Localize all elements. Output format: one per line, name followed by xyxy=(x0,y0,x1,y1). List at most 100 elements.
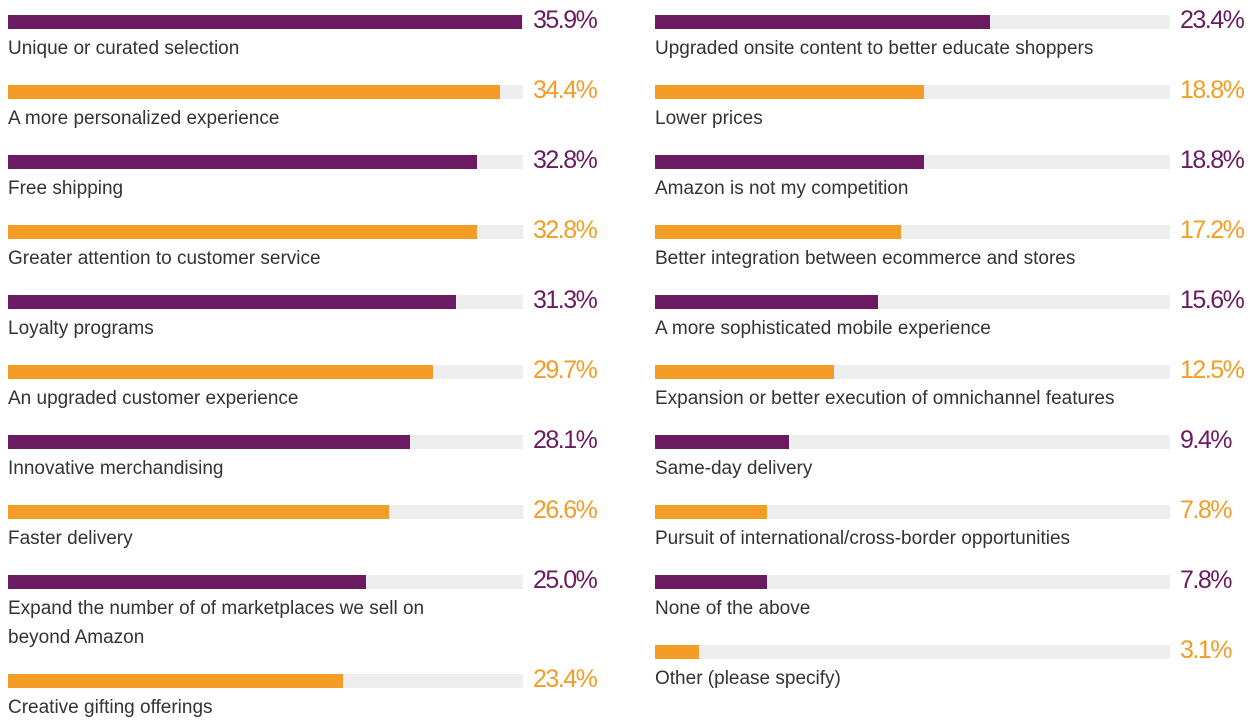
bar-track: 18.8% xyxy=(655,146,1245,174)
value-label: 12.5% xyxy=(1180,356,1245,384)
bar-track: 31.3% xyxy=(8,286,598,314)
bar xyxy=(8,505,389,519)
bar-track: 23.4% xyxy=(8,665,598,693)
bar-row: 32.8% Free shipping xyxy=(8,146,608,225)
bar-track: 15.6% xyxy=(655,286,1245,314)
value-label: 31.3% xyxy=(533,286,598,314)
bar xyxy=(8,155,478,169)
bar-row: 26.6% Faster delivery xyxy=(8,496,608,575)
category-label: Loyalty programs xyxy=(8,318,154,339)
category-label: Creative gifting offerings xyxy=(8,697,213,718)
category-label: Free shipping xyxy=(8,178,124,199)
value-label: 7.8% xyxy=(1180,496,1232,524)
bar-row: 7.8% None of the above xyxy=(655,566,1253,645)
value-label: 32.8% xyxy=(533,146,598,174)
bar-track: 35.9% xyxy=(8,6,598,34)
bar xyxy=(8,575,366,589)
left-column: 35.9% Unique or curated selection 34.4% A m… xyxy=(8,6,608,723)
category-label: Other (please specify) xyxy=(655,668,841,689)
category-label: Lower prices xyxy=(655,108,763,129)
bar-row: 28.1% Innovative merchandising xyxy=(8,426,608,505)
bar-track: 32.8% xyxy=(8,216,598,244)
value-label: 23.4% xyxy=(1180,6,1245,34)
bar xyxy=(655,85,924,99)
bar xyxy=(655,295,879,309)
category-label: Upgraded onsite content to better educat… xyxy=(655,38,1094,59)
category-label: Expand the number of of marketplaces we … xyxy=(8,598,425,648)
value-label: 18.8% xyxy=(1180,146,1245,174)
value-label: 7.8% xyxy=(1180,566,1232,594)
bar-row: 7.8% Pursuit of international/cross-borde… xyxy=(655,496,1253,575)
category-label: Same-day delivery xyxy=(655,458,813,479)
bar-row: 3.1% Other (please specify) xyxy=(655,636,1253,715)
bar-row: 29.7% An upgraded customer experience xyxy=(8,356,608,435)
bar xyxy=(8,365,433,379)
value-label: 34.4% xyxy=(533,76,598,104)
bar xyxy=(8,85,501,99)
bar-track: 23.4% xyxy=(655,6,1245,34)
bar xyxy=(655,435,790,449)
bar-row: 31.3% Loyalty programs xyxy=(8,286,608,365)
bar xyxy=(655,15,990,29)
bar xyxy=(8,15,522,29)
category-label: An upgraded customer experience xyxy=(8,388,299,409)
bar xyxy=(8,674,343,688)
bar xyxy=(655,155,924,169)
value-label: 23.4% xyxy=(533,665,598,693)
bar xyxy=(655,225,902,239)
bar-row: 15.6% A more sophisticated mobile experie… xyxy=(655,286,1253,365)
value-label: 9.4% xyxy=(1180,426,1232,454)
category-label: Faster delivery xyxy=(8,528,133,549)
bar-row: 35.9% Unique or curated selection xyxy=(8,6,608,85)
bar xyxy=(655,575,767,589)
category-label: Expansion or better execution of omnicha… xyxy=(655,388,1115,409)
category-label: Unique or curated selection xyxy=(8,38,240,59)
bar xyxy=(8,225,478,239)
category-label: Greater attention to customer service xyxy=(8,248,321,269)
bar-track: 3.1% xyxy=(655,636,1232,664)
value-label: 32.8% xyxy=(533,216,598,244)
bar-row: 34.4% A more personalized experience xyxy=(8,76,608,155)
bar-track: 34.4% xyxy=(8,76,598,104)
bar xyxy=(655,645,700,659)
bar-track: 26.6% xyxy=(8,496,598,524)
bar-track: 18.8% xyxy=(655,76,1245,104)
value-label: 29.7% xyxy=(533,356,598,384)
category-label: None of the above xyxy=(655,598,811,619)
right-column: 23.4% Upgraded onsite content to better e… xyxy=(655,6,1253,715)
bar-row: 25.0% Expand the number of of marketplace… xyxy=(8,566,608,674)
bar-track: 32.8% xyxy=(8,146,598,174)
bar-row: 23.4% Creative gifting offerings xyxy=(8,665,608,723)
category-label: A more sophisticated mobile experience xyxy=(655,318,991,339)
bar xyxy=(8,295,456,309)
value-label: 18.8% xyxy=(1180,76,1245,104)
bar-row: 32.8% Greater attention to customer servi… xyxy=(8,216,608,295)
bar-track: 17.2% xyxy=(655,216,1245,244)
bar-row: 17.2% Better integration between ecommerc… xyxy=(655,216,1253,295)
value-label: 35.9% xyxy=(533,6,598,34)
category-label: A more personalized experience xyxy=(8,108,280,129)
bar-row: 12.5% Expansion or better execution of om… xyxy=(655,356,1253,435)
bar-track: 29.7% xyxy=(8,356,598,384)
bar-track: 9.4% xyxy=(655,426,1232,454)
bar-row: 9.4% Same-day delivery xyxy=(655,426,1253,505)
value-label: 25.0% xyxy=(533,566,598,594)
category-label: Amazon is not my competition xyxy=(655,178,909,199)
bar xyxy=(8,435,410,449)
category-label: Innovative merchandising xyxy=(8,458,224,479)
value-label: 17.2% xyxy=(1180,216,1245,244)
bar-track: 7.8% xyxy=(655,566,1232,594)
bar-row: 18.8% Lower prices xyxy=(655,76,1253,155)
bar-row: 18.8% Amazon is not my competition xyxy=(655,146,1253,225)
bar xyxy=(655,365,834,379)
category-label: Better integration between ecommerce and… xyxy=(655,248,1076,269)
value-label: 26.6% xyxy=(533,496,598,524)
value-label: 15.6% xyxy=(1180,286,1245,314)
category-label: Pursuit of international/cross-border op… xyxy=(655,528,1071,549)
bar xyxy=(655,505,767,519)
value-label: 3.1% xyxy=(1180,636,1232,664)
bar-track: 25.0% xyxy=(8,566,598,594)
bar-track: 12.5% xyxy=(655,356,1245,384)
value-label: 28.1% xyxy=(533,426,598,454)
